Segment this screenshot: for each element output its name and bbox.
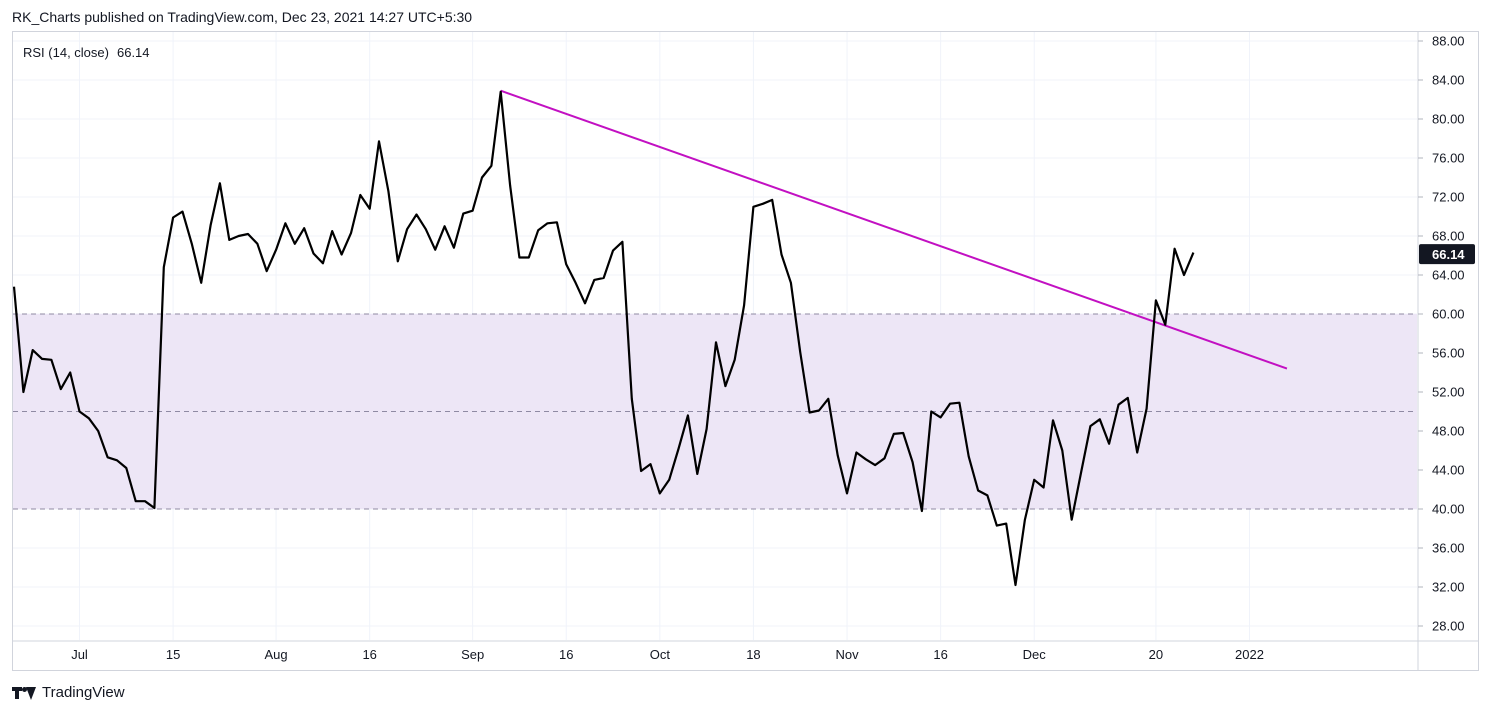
indicator-legend[interactable]: RSI (14, close) 66.14 — [23, 45, 150, 60]
y-tick-label: 72.00 — [1432, 190, 1465, 205]
x-tick-label: Jul — [71, 647, 88, 662]
y-axis-ticks: 88.00 84.00 80.00 76.00 72.00 68.00 64.00 60.00… — [1418, 34, 1465, 634]
y-tick-label: 40.00 — [1432, 502, 1465, 517]
y-tick-label: 60.00 — [1432, 307, 1465, 322]
band-lines — [13, 313, 1417, 510]
y-tick-label: 80.00 — [1432, 112, 1465, 127]
x-tick-label: 16 — [933, 647, 947, 662]
tradingview-logo-icon — [12, 686, 38, 700]
publish-header: RK_Charts published on TradingView.com, … — [12, 9, 473, 25]
x-tick-label: Oct — [650, 647, 671, 662]
x-tick-label: 20 — [1149, 647, 1163, 662]
x-tick-label: 16 — [362, 647, 376, 662]
y-tick-label: 48.00 — [1432, 424, 1465, 439]
x-tick-label: 18 — [746, 647, 760, 662]
x-tick-label: 15 — [166, 647, 180, 662]
x-tick-label: Dec — [1023, 647, 1047, 662]
current-value-label: 66.14 — [1419, 244, 1475, 265]
x-axis-ticks: Jul 15 Aug 16 Sep 16 Oct 18 Nov 16 Dec 20 2022 — [71, 647, 1264, 662]
rsi-line — [12, 90, 1195, 587]
trend-line-segment — [500, 89, 1288, 370]
x-tick-label: 16 — [559, 647, 573, 662]
x-tick-label: Sep — [461, 647, 484, 662]
y-tick-label: 64.00 — [1432, 268, 1465, 283]
y-tick-label: 88.00 — [1432, 34, 1465, 49]
y-tick-label: 28.00 — [1432, 619, 1465, 634]
y-tick-label: 44.00 — [1432, 463, 1465, 478]
legend-label: RSI (14, close) — [23, 45, 109, 60]
y-tick-label: 84.00 — [1432, 73, 1465, 88]
footer-brand-label: TradingView — [42, 684, 125, 701]
x-tick-label: Nov — [835, 647, 859, 662]
x-tick-label: Aug — [265, 647, 288, 662]
rsi-series — [12, 90, 1195, 587]
trend-line — [500, 89, 1288, 370]
y-tick-label: 52.00 — [1432, 385, 1465, 400]
y-tick-label: 56.00 — [1432, 346, 1465, 361]
y-tick-label: 76.00 — [1432, 151, 1465, 166]
x-tick-label: 2022 — [1235, 647, 1264, 662]
chart-frame — [12, 31, 1479, 671]
y-tick-label: 68.00 — [1432, 229, 1465, 244]
current-value-box — [1419, 244, 1475, 265]
current-value-text: 66.14 — [1432, 247, 1465, 262]
y-tick-label: 32.00 — [1432, 580, 1465, 595]
y-tick-label: 36.00 — [1432, 541, 1465, 556]
legend-value: 66.14 — [116, 45, 150, 60]
footer-brand[interactable]: TradingView — [12, 684, 125, 701]
